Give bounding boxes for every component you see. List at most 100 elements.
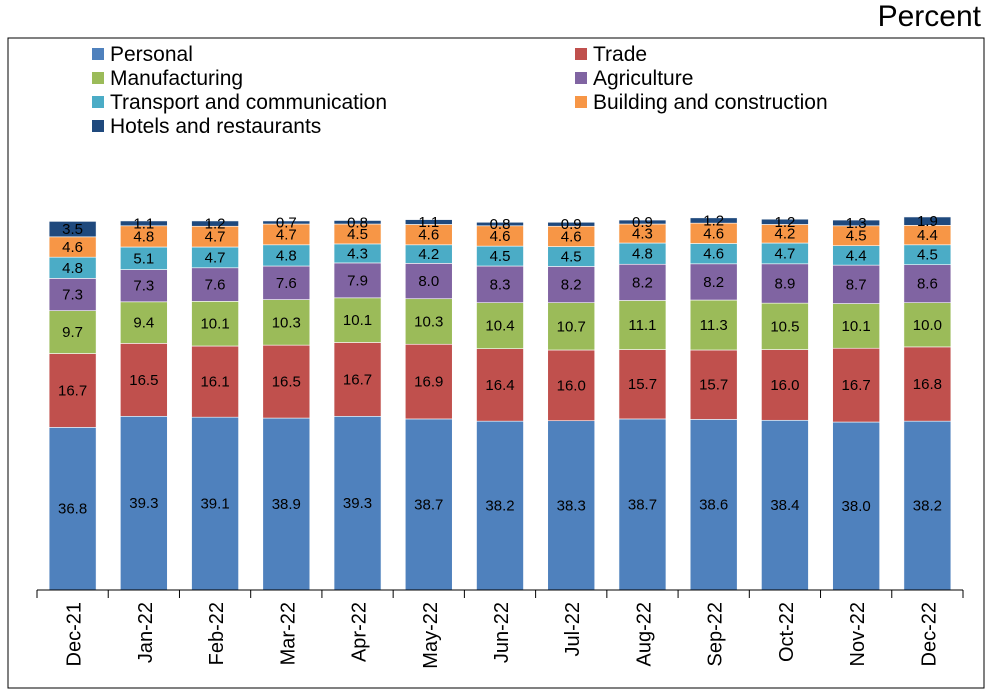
bar-stack-feb-22: 39.116.110.17.64.74.71.2 [191,216,239,591]
bar-segment-trade [618,349,667,420]
bar-segment-agriculture [547,266,596,303]
data-label-hotels-and-restaurants: 3.5 [62,221,83,238]
data-label-manufacturing: 9.4 [133,315,154,332]
data-label-transport-and-communication: 4.5 [917,247,938,264]
data-label-agriculture: 7.9 [347,272,368,289]
data-label-personal: 38.2 [913,498,942,515]
bar-segment-trade [262,344,311,419]
bar-stack-jul-22: 38.3 16.0 10.7 8.2 4.5 4.60.9 [547,216,596,591]
x-tick-label: Jan-22 [135,602,157,663]
bar-segment-personal [547,420,596,591]
data-label-hotels-and-restaurants: 1.2 [205,216,226,233]
chart-frame [7,37,985,689]
data-label-building-and-construction: 4.8 [133,228,154,245]
data-label-hotels-and-restaurants: 1.9 [917,213,938,230]
data-label-transport-and-communication: 4.4 [846,247,867,264]
bar-segment-hotels-and-restaurants [333,220,382,225]
bar-segment-personal [262,417,311,591]
x-tick-label: Oct-22 [776,602,798,662]
x-tick-label: Dec-21 [64,602,86,666]
data-label-building-and-construction: 4.6 [561,228,582,245]
legend-swatch-hotels-and-restaurants [92,120,104,132]
data-label-trade: 16.1 [200,374,229,391]
data-label-building-and-construction: 4.2 [774,226,795,243]
bar-segment-personal [761,419,809,591]
x-tick-label: Sep-22 [705,602,727,667]
data-label-trade: 15.7 [628,376,657,393]
data-label-manufacturing: 9.7 [62,324,83,341]
bar-segment-agriculture [191,267,239,302]
bar-segment-trade [333,342,382,417]
bar-segment-trade [832,347,880,423]
data-label-personal: 38.9 [272,496,301,513]
data-label-manufacturing: 10.4 [485,318,514,335]
data-label-building-and-construction: 4.5 [347,226,368,243]
bar-segment-hotels-and-restaurants [547,221,596,227]
legend-label-agriculture: Agriculture [593,67,693,90]
legend-swatch-personal [92,48,104,60]
bar-stack-dec-22: 38.2 16.8 10.0 8.6 4.5 4.41.9 [903,213,952,591]
legend-label-hotels-and-restaurants: Hotels and restaurants [110,115,321,138]
bar-segment-trade [191,345,239,418]
data-label-transport-and-communication: 4.5 [561,249,582,266]
data-label-trade: 16.0 [557,377,586,394]
data-label-transport-and-communication: 4.2 [418,246,439,263]
data-label-transport-and-communication: 5.1 [133,250,154,267]
bar-segment-manufacturing [120,301,168,344]
bar-segment-manufacturing [903,302,952,348]
data-label-transport-and-communication: 4.7 [774,245,795,262]
bar-segment-agriculture [903,264,952,303]
bar-segment-personal [404,418,453,591]
legend-label-building-and-construction: Building and construction [593,91,828,114]
bar-segment-manufacturing [191,301,239,347]
data-label-personal: 39.1 [200,496,229,513]
data-label-hotels-and-restaurants: 0.9 [632,214,653,231]
data-label-personal: 38.4 [770,497,799,514]
data-label-building-and-construction: 4.4 [917,227,938,244]
bar-segment-manufacturing [547,302,596,351]
data-label-agriculture: 7.6 [276,275,297,292]
bar-segment-personal [333,415,382,591]
data-label-hotels-and-restaurants: 0.9 [561,216,582,233]
x-tick-label: Feb-22 [206,602,228,665]
data-label-agriculture: 8.3 [490,276,511,293]
data-label-trade: 16.7 [58,382,87,399]
bar-segment-personal [48,427,97,591]
bar-stack-nov-22: 38.0 16.7 10.1 8.7 4.4 4.51.3 [832,215,880,591]
data-label-agriculture: 7.3 [62,287,83,304]
data-label-trade: 16.4 [485,377,514,394]
bar-segment-manufacturing [404,298,453,345]
x-tick-label: May-22 [420,602,442,669]
legend-swatch-building-and-construction [575,96,587,108]
data-label-trade: 16.8 [913,376,942,393]
bar-stack-may-22: 38.7 16.9 10.3 8.0 4.2 4.61.1 [404,214,453,591]
data-label-manufacturing: 11.3 [700,317,728,334]
data-label-transport-and-communication: 4.5 [490,248,511,265]
data-label-manufacturing: 10.3 [272,314,301,331]
data-label-agriculture: 8.0 [418,273,439,290]
data-label-agriculture: 8.9 [774,275,795,292]
data-label-trade: 16.5 [129,372,158,389]
bar-segment-agriculture [476,265,524,304]
bar-segment-manufacturing [262,299,311,346]
data-label-agriculture: 7.3 [133,278,154,295]
bar-segment-trade [689,349,738,420]
bar-segment-agriculture [404,263,453,300]
data-label-transport-and-communication: 4.8 [62,260,83,277]
data-label-trade: 16.7 [343,371,372,388]
bar-segment-hotels-and-restaurants [476,221,524,227]
bar-segment-hotels-and-restaurants [832,219,880,227]
data-label-hotels-and-restaurants: 1.3 [846,215,867,232]
bar-segment-hotels-and-restaurants [262,220,311,225]
data-label-building-and-construction: 4.6 [62,239,83,256]
data-label-personal: 38.3 [557,497,586,514]
legend-label-manufacturing: Manufacturing [110,67,243,90]
legend-swatch-manufacturing [92,72,104,84]
data-label-hotels-and-restaurants: 0.7 [276,214,297,231]
data-label-trade: 16.7 [842,377,871,394]
bar-segment-agriculture [48,278,97,311]
bar-segment-trade [903,346,952,422]
x-tick-label: Jul-22 [562,602,584,656]
bar-stack-sep-22: 38.615.711.38.24.64.61.2 [689,212,738,591]
bar-stack-oct-22: 38.4 16.0 10.5 8.9 4.7 4.21.2 [761,214,809,591]
